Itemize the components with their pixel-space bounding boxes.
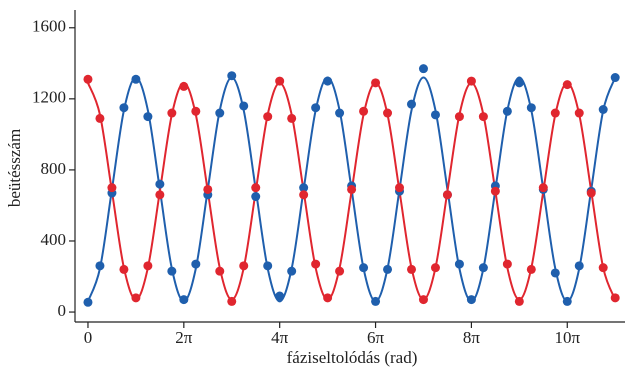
data-point [287, 266, 297, 276]
data-point [275, 291, 285, 301]
data-point [83, 74, 93, 84]
data-point [155, 179, 165, 189]
data-point [131, 293, 141, 303]
x-tick-label: 10π [554, 328, 580, 347]
data-point [359, 263, 369, 273]
data-point [442, 190, 452, 200]
data-point [179, 295, 189, 305]
data-point [550, 268, 560, 278]
data-point [610, 293, 620, 303]
y-axis-label: beütésszám [5, 129, 24, 207]
data-point [586, 188, 596, 198]
data-point [371, 78, 381, 88]
x-tick-label: 2π [175, 328, 193, 347]
data-point [191, 259, 201, 269]
data-point [454, 112, 464, 122]
y-tick-label: 0 [58, 301, 67, 320]
data-point [299, 183, 309, 193]
data-point [335, 108, 345, 118]
data-point [263, 261, 273, 271]
data-point [251, 192, 261, 202]
x-tick-label: 8π [463, 328, 481, 347]
x-tick-label: 6π [367, 328, 385, 347]
data-point [227, 71, 237, 81]
data-point [574, 108, 584, 118]
data-point [95, 113, 105, 123]
x-tick-label: 0 [84, 328, 93, 347]
x-axis-label: fáziseltolódás (rad) [287, 348, 418, 367]
data-point [610, 73, 620, 83]
data-point [478, 263, 488, 273]
data-point [550, 108, 560, 118]
data-point [562, 296, 572, 306]
data-point [430, 263, 440, 273]
data-point [359, 106, 369, 116]
data-point [251, 183, 261, 193]
data-point [323, 293, 333, 303]
data-point [119, 103, 129, 113]
data-point [526, 264, 536, 274]
data-point [83, 297, 93, 307]
data-point [538, 183, 548, 193]
data-point [395, 183, 405, 193]
data-point [167, 266, 177, 276]
data-point [107, 183, 117, 193]
data-point [406, 264, 416, 274]
data-point [215, 266, 225, 276]
data-point [299, 190, 309, 200]
data-point [323, 76, 333, 86]
data-point [179, 81, 189, 91]
y-tick-label: 400 [41, 230, 67, 249]
data-point [143, 112, 153, 122]
data-point [466, 76, 476, 86]
data-point [203, 184, 213, 194]
data-point [406, 99, 416, 109]
data-point [418, 295, 428, 305]
data-point [430, 110, 440, 120]
data-point [335, 266, 345, 276]
data-point [143, 261, 153, 271]
data-point [466, 295, 476, 305]
data-point [227, 296, 237, 306]
data-point [311, 259, 321, 269]
data-point [311, 103, 321, 113]
x-tick-label: 4π [271, 328, 289, 347]
data-point [598, 263, 608, 273]
data-point [371, 296, 381, 306]
data-point [239, 101, 249, 111]
data-point [215, 108, 225, 118]
data-point [562, 80, 572, 90]
data-point [131, 74, 141, 84]
data-point [263, 112, 273, 122]
data-point [155, 190, 165, 200]
data-point [598, 104, 608, 114]
data-point [191, 106, 201, 116]
data-point [347, 184, 357, 194]
data-point [514, 78, 524, 88]
data-point [502, 106, 512, 116]
data-point [454, 259, 464, 269]
data-point [275, 76, 285, 86]
data-point [478, 112, 488, 122]
data-point [167, 108, 177, 118]
y-tick-label: 800 [41, 159, 67, 178]
data-point [514, 296, 524, 306]
data-point [287, 113, 297, 123]
data-point [526, 103, 536, 113]
data-point [502, 259, 512, 269]
data-point [574, 261, 584, 271]
data-point [418, 64, 428, 74]
data-point [119, 264, 129, 274]
y-tick-label: 1600 [32, 17, 66, 36]
data-point [239, 261, 249, 271]
data-point [490, 186, 500, 196]
y-tick-label: 1200 [32, 88, 66, 107]
data-point [383, 108, 393, 118]
data-point [383, 264, 393, 274]
data-point [95, 261, 105, 271]
